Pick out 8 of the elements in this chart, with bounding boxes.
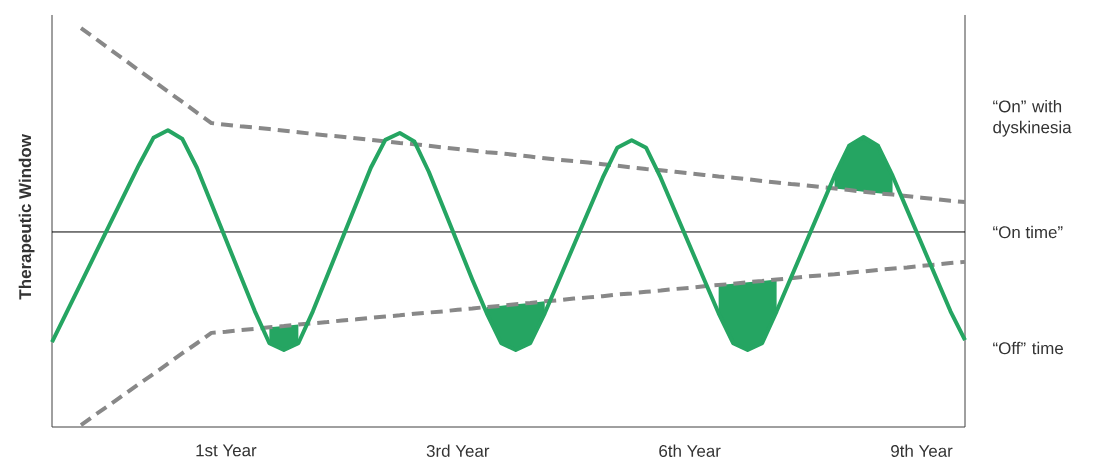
x-tick-label: 9th Year [891, 444, 953, 457]
x-tick-label: 1st Year [196, 444, 257, 457]
ref-line-label: “On time” [993, 225, 1063, 239]
text: “Off” time [993, 341, 1063, 355]
y-axis-title: Therapeutic Window [18, 134, 35, 300]
text: “On” with dyskinesia [993, 99, 1072, 137]
x-tick-label: 6th Year [659, 444, 721, 457]
x-tick-label: 3rd Year [426, 444, 490, 457]
